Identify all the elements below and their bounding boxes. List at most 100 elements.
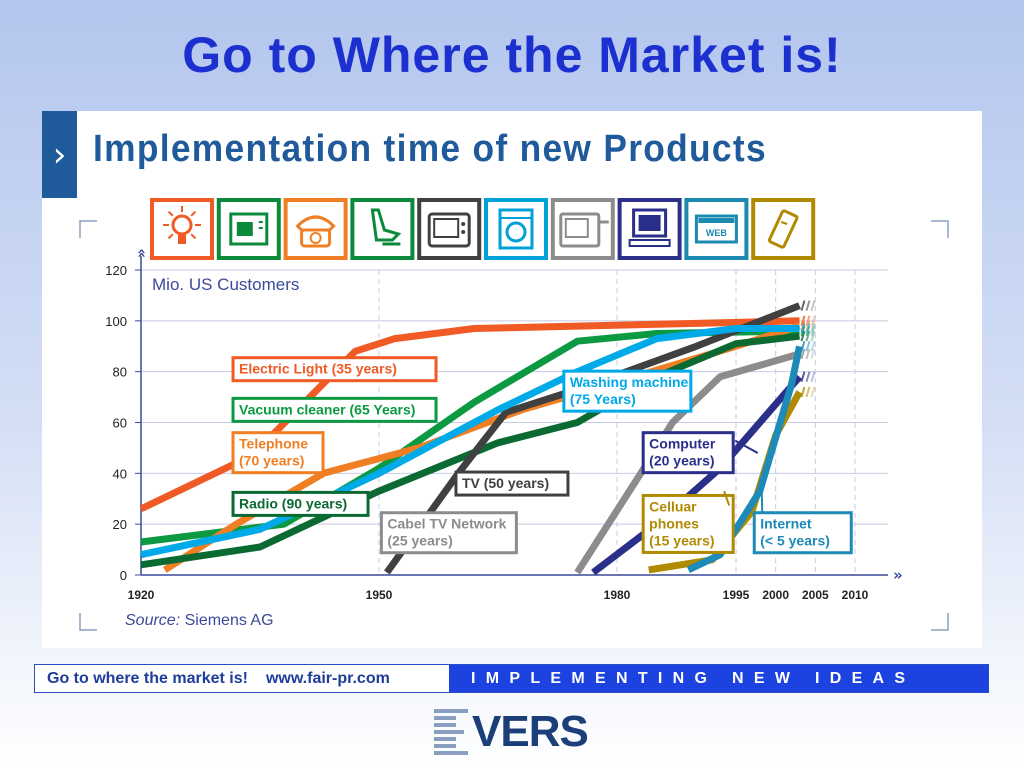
series-line-vacuum-cleaner: [140, 327, 800, 546]
series-label-internet: Internet: [760, 516, 812, 532]
series-line-washing-machine: [140, 325, 800, 559]
series-label-radio: Radio (90 years): [239, 495, 347, 511]
series-label-cable-tv: (25 years): [387, 533, 452, 549]
series-tail-computer: [810, 371, 816, 383]
footer-bar: Go to where the market is! www.fair-pr.c…: [34, 664, 989, 693]
series-tail-vacuum-cleaner: [810, 325, 816, 337]
x-tick-label: 2010: [842, 588, 869, 602]
y-tick-label: 20: [113, 517, 127, 532]
x-axis-arrow-icon: »: [893, 566, 903, 584]
series-label-cellular-phones: Celluar: [649, 498, 697, 514]
series-label-computer: Computer: [649, 436, 716, 452]
series-tail-washing-machine: [805, 323, 811, 334]
source-label: Source: Siemens AG: [125, 612, 274, 629]
web-icon: WEB: [684, 198, 749, 260]
series-tail-radio: [805, 330, 811, 342]
svg-text:WEB: WEB: [706, 228, 727, 238]
series-label-tv: TV (50 years): [462, 475, 549, 491]
x-tick-label: 1920: [128, 588, 155, 602]
footer-tagline: IMPLEMENTING NEW IDEAS: [449, 665, 988, 692]
series-label-washing-machine: Washing machine: [570, 374, 689, 390]
radio-icon: [350, 198, 415, 260]
y-tick-label: 60: [113, 416, 127, 431]
x-tick-label: 1995: [723, 588, 750, 602]
series-label-electric-light: Electric Light (35 years): [239, 361, 397, 377]
series-tail-cable-tv: [810, 348, 816, 360]
series-line-radio: [140, 332, 800, 569]
panel-title: Implementation time of new Products: [93, 128, 767, 170]
series-label-computer: (20 years): [649, 453, 714, 469]
series-line-cable-tv: [574, 350, 801, 575]
chevron-right-icon: ›: [42, 111, 77, 198]
series-label-cellular-phones: (15 years): [649, 532, 714, 548]
series-tail-electric-light: [805, 315, 811, 327]
series-label-box-vacuum-cleaner: [231, 396, 438, 423]
series-tail-tv: [805, 300, 811, 311]
series-tail-computer: [800, 371, 806, 383]
light-bulb-icon: [150, 198, 214, 260]
series-tail-radio: [810, 330, 816, 342]
y-tick-label: 40: [113, 466, 127, 481]
series-tail-cellular-phones: [810, 386, 816, 398]
series-line-tv: [384, 302, 801, 575]
tv-icon: [417, 198, 482, 260]
series-label-vacuum-cleaner: Vacuum cleaner (65 Years): [239, 401, 415, 417]
unit-label: Mio. US Customers: [152, 275, 299, 294]
series-label-internet: (< 5 years): [760, 533, 830, 549]
series-tail-electric-light: [810, 315, 816, 327]
corner-bracket: [79, 613, 97, 631]
series-tail-tv: [800, 300, 806, 311]
y-tick-label: 100: [105, 314, 127, 329]
series-tail-washing-machine: [800, 323, 806, 334]
y-tick-label: 120: [105, 263, 127, 278]
series-tail-electric-light: [800, 315, 806, 327]
series-label-box-cable-tv: [379, 511, 518, 555]
y-tick-label: 0: [120, 568, 127, 583]
series-tail-washing-machine: [810, 323, 816, 334]
corner-bracket: [79, 220, 97, 238]
series-tail-cellular-phones: [805, 386, 811, 398]
series-tail-cable-tv: [805, 348, 811, 360]
series-label-box-radio: [231, 490, 370, 517]
y-tick-label: 80: [113, 365, 127, 380]
computer-icon: [617, 198, 682, 260]
series-label-telephone: Telephone: [239, 436, 308, 452]
washing-machine-icon: [484, 198, 548, 260]
series-label-box-electric-light: [231, 356, 438, 383]
footer-slogan-area: Go to where the market is! www.fair-pr.c…: [35, 665, 449, 692]
corner-bracket: [931, 220, 949, 238]
corner-bracket: [931, 613, 949, 631]
slide-title: Go to Where the Market is!: [182, 27, 842, 83]
x-tick-label: 1950: [366, 588, 393, 602]
series-tail-internet: [800, 340, 806, 352]
series-label-washing-machine: (75 Years): [570, 391, 636, 407]
series-tail-cable-tv: [800, 348, 806, 360]
cable-tv-icon: [550, 198, 615, 260]
series-tail-radio: [800, 330, 806, 342]
y-axis-arrow-icon: »: [132, 248, 150, 258]
series-tail-telephone: [810, 320, 816, 332]
evers-logo: VERS: [434, 700, 604, 764]
telephone-icon: [283, 198, 348, 260]
logo-e-stripes: [434, 707, 470, 757]
series-label-cellular-phones: phones: [649, 515, 699, 531]
vacuum-cleaner-icon: [216, 198, 281, 260]
series-line-internet: [686, 345, 803, 574]
series-tail-tv: [810, 300, 816, 311]
x-tick-label: 2005: [802, 588, 829, 602]
series-tail-internet: [805, 340, 811, 352]
series-label-cable-tv: Cabel TV Network: [387, 516, 506, 532]
x-tick-label: 2000: [762, 588, 789, 602]
footer-slogan: Go to where the market is!: [47, 669, 248, 687]
line-chart: » » 0 20 40 60 80 100 120 1920 1950 1980 1995 2000 200…: [79, 198, 949, 631]
series-label-box-tv: [454, 470, 570, 497]
cellular-pointer: [723, 490, 731, 506]
series-label-box-cellular-phones: [641, 493, 735, 554]
logo-text: VERS: [472, 707, 589, 756]
series-label-box-computer: [641, 431, 735, 475]
x-tick-label: 1980: [604, 588, 631, 602]
series-label-box-washing-machine: [562, 369, 693, 413]
series-tail-internet: [810, 340, 816, 352]
series-label-box-telephone: [231, 431, 325, 475]
footer-url-link[interactable]: www.fair-pr.com: [265, 669, 390, 687]
